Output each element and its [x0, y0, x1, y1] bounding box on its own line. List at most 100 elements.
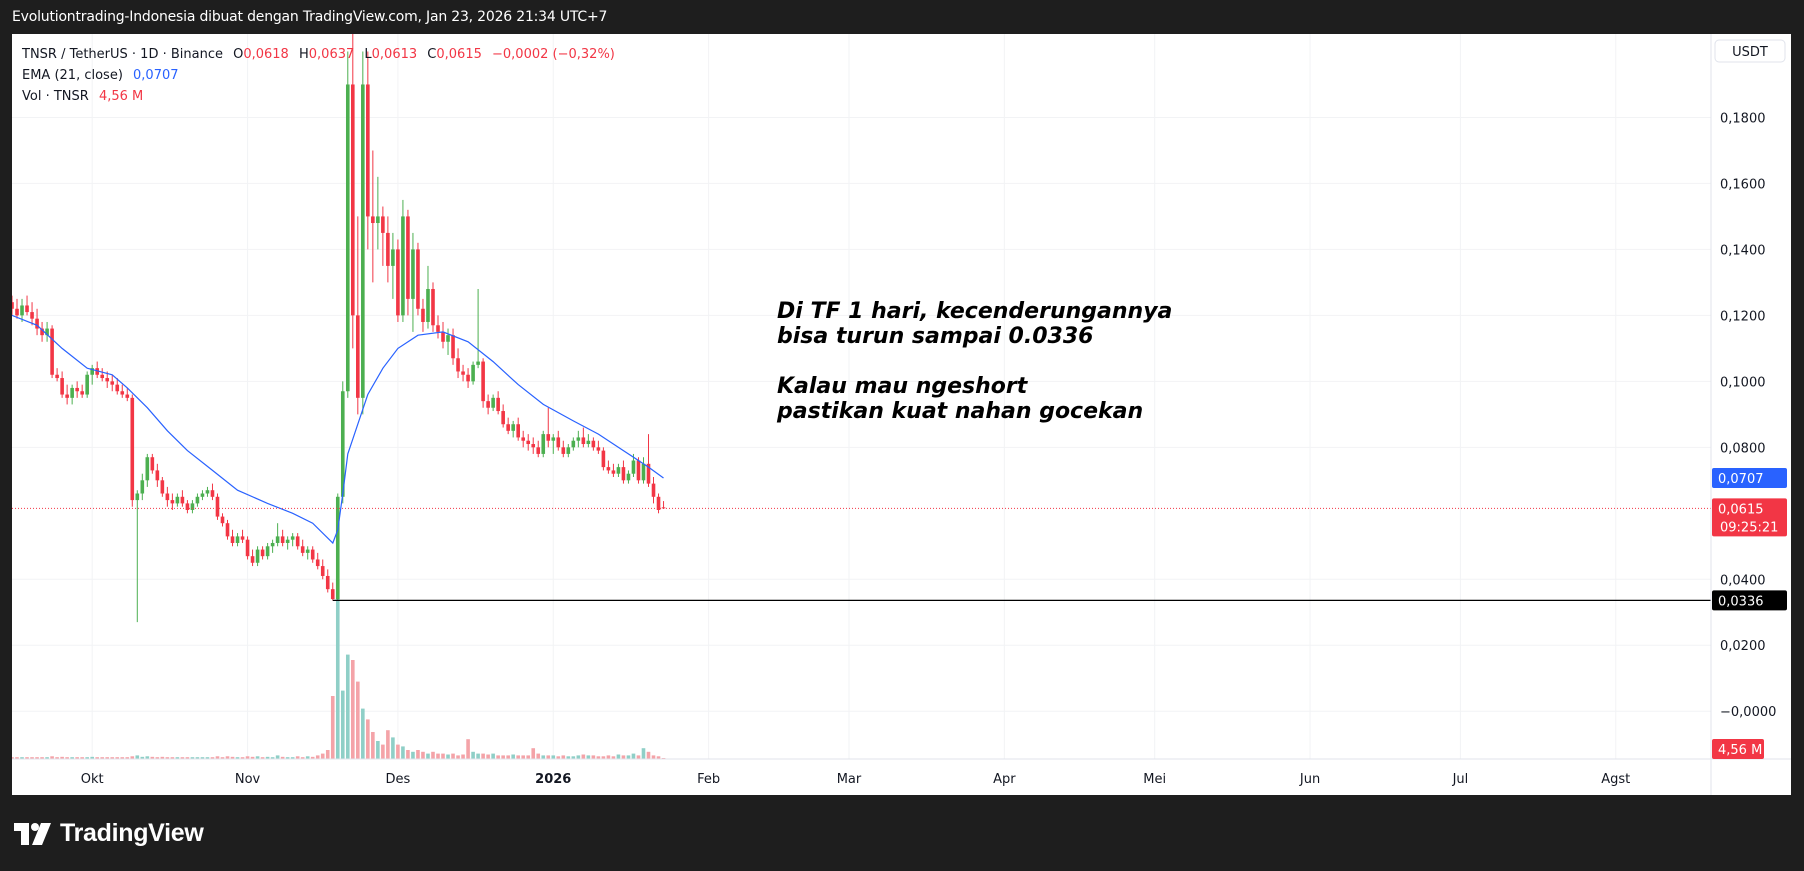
candle-body: [641, 463, 646, 481]
candle-body: [526, 440, 531, 445]
volume-bar: [55, 757, 59, 759]
price-badge-ema-text: 0,0707: [1718, 472, 1764, 487]
volume-bar: [315, 755, 320, 759]
tradingview-logo[interactable]: TradingView: [14, 819, 204, 848]
x-tick-label: Nov: [235, 772, 261, 787]
candle-body: [656, 496, 661, 510]
legend-symbol[interactable]: TNSR / TetherUS · 1D · Binance: [22, 47, 223, 62]
volume-layer: [12, 579, 666, 759]
volume-bar: [285, 757, 290, 759]
volume-bar: [571, 756, 576, 759]
candle-body: [416, 249, 420, 309]
candle-body: [516, 424, 520, 438]
volume-bar: [591, 755, 596, 759]
x-tick-label: Feb: [697, 772, 720, 787]
volume-bar: [481, 753, 485, 759]
price-badge-last: [1712, 498, 1787, 537]
candle-body: [431, 288, 435, 326]
volume-bar: [436, 753, 440, 759]
legend-ema-label[interactable]: EMA (21, close): [22, 68, 123, 83]
legend-change: −0,0002 (−0,32%): [492, 47, 615, 62]
volume-bar: [195, 757, 200, 759]
candle-body: [591, 440, 596, 448]
volume-bar: [566, 756, 571, 759]
candle-body: [451, 335, 455, 359]
legend-symbol-row[interactable]: TNSR / TetherUS · 1D · Binance O0,0618 H…: [22, 44, 615, 65]
candle-layer: [12, 34, 666, 623]
volume-bar: [471, 751, 475, 759]
candle-body: [70, 387, 74, 398]
candle-body: [320, 566, 325, 576]
candle-body: [356, 315, 360, 398]
y-tick-label: 0,0200: [1720, 639, 1766, 654]
volume-bar: [155, 757, 160, 759]
volume-bar: [376, 741, 380, 759]
candle-body: [406, 216, 410, 299]
volume-bar: [40, 757, 44, 759]
candle-body: [381, 216, 385, 233]
volume-bar: [85, 757, 89, 759]
legend-low-label: L: [364, 47, 372, 62]
volume-bar: [110, 757, 115, 759]
candle-body: [245, 539, 250, 557]
volume-bar: [25, 757, 29, 759]
legend-volume-value: 4,56 M: [98, 89, 144, 104]
volume-bar: [476, 753, 480, 759]
volume-bar: [546, 755, 551, 759]
volume-bar: [270, 757, 275, 759]
volume-bar: [556, 756, 561, 759]
candle-body: [631, 460, 636, 474]
price-badge-volume: [1712, 739, 1764, 759]
candle-body: [491, 397, 495, 408]
price-badge-ema: [1712, 467, 1787, 488]
chart-frame[interactable]: 0,1800 0,1600 0,1400 0,1200 0,1000 0,0800 0,04…: [12, 34, 1791, 795]
volume-bar: [340, 690, 345, 759]
candle-body: [386, 232, 390, 266]
volume-bar: [15, 757, 19, 759]
chart-canvas[interactable]: 0,1800 0,1600 0,1400 0,1200 0,1000 0,0800 0,04…: [12, 34, 1791, 795]
text-annotation[interactable]: Di TF 1 hari, kecenderungannya bisa turu…: [776, 299, 1172, 424]
volume-bar: [451, 753, 455, 759]
candle-body: [260, 549, 265, 557]
legend-volume-row[interactable]: Vol · TNSR 4,56 M: [22, 86, 615, 107]
annotation-line-3: Kalau mau ngeshort: [777, 374, 1029, 399]
volume-bar: [60, 756, 64, 759]
volume-bar: [541, 755, 546, 759]
legend-ema-row[interactable]: EMA (21, close) 0,0707: [22, 65, 615, 86]
candle-body: [210, 490, 215, 497]
candle-body: [531, 444, 536, 448]
candle-body: [586, 440, 591, 445]
candle-body: [426, 288, 430, 322]
candle-body: [145, 457, 150, 481]
legend-volume-label[interactable]: Vol · TNSR: [22, 89, 89, 104]
currency-label[interactable]: USDT: [1732, 45, 1768, 60]
y-tick-label: 0,0800: [1720, 441, 1766, 456]
tradingview-brand: TradingView: [60, 819, 204, 847]
volume-bar: [160, 756, 165, 759]
volume-bar: [386, 730, 390, 759]
legend-open-value: 0,0618: [243, 47, 289, 62]
candle-body: [621, 467, 626, 481]
volume-bar: [150, 756, 155, 759]
volume-bar: [185, 757, 190, 759]
candle-body: [150, 457, 155, 471]
candle-body: [12, 302, 14, 309]
candle-body: [411, 249, 415, 299]
candle-body: [50, 328, 54, 375]
volume-bar: [215, 756, 220, 759]
candle-body: [496, 397, 500, 412]
candle-body: [35, 318, 39, 329]
volume-bar: [361, 708, 365, 759]
volume-bar: [280, 756, 285, 759]
candle-body: [175, 496, 180, 504]
volume-bar: [30, 757, 34, 759]
candle-body: [130, 397, 135, 501]
volume-bar: [496, 755, 500, 759]
candle-body: [626, 473, 631, 481]
volume-bar: [45, 757, 49, 759]
legend-close-label: C: [427, 47, 437, 62]
candle-body: [551, 437, 556, 441]
volume-bar: [356, 681, 360, 759]
candle-body: [20, 305, 24, 316]
chart-caption: Evolutiontrading-Indonesia dibuat dengan…: [12, 9, 608, 25]
